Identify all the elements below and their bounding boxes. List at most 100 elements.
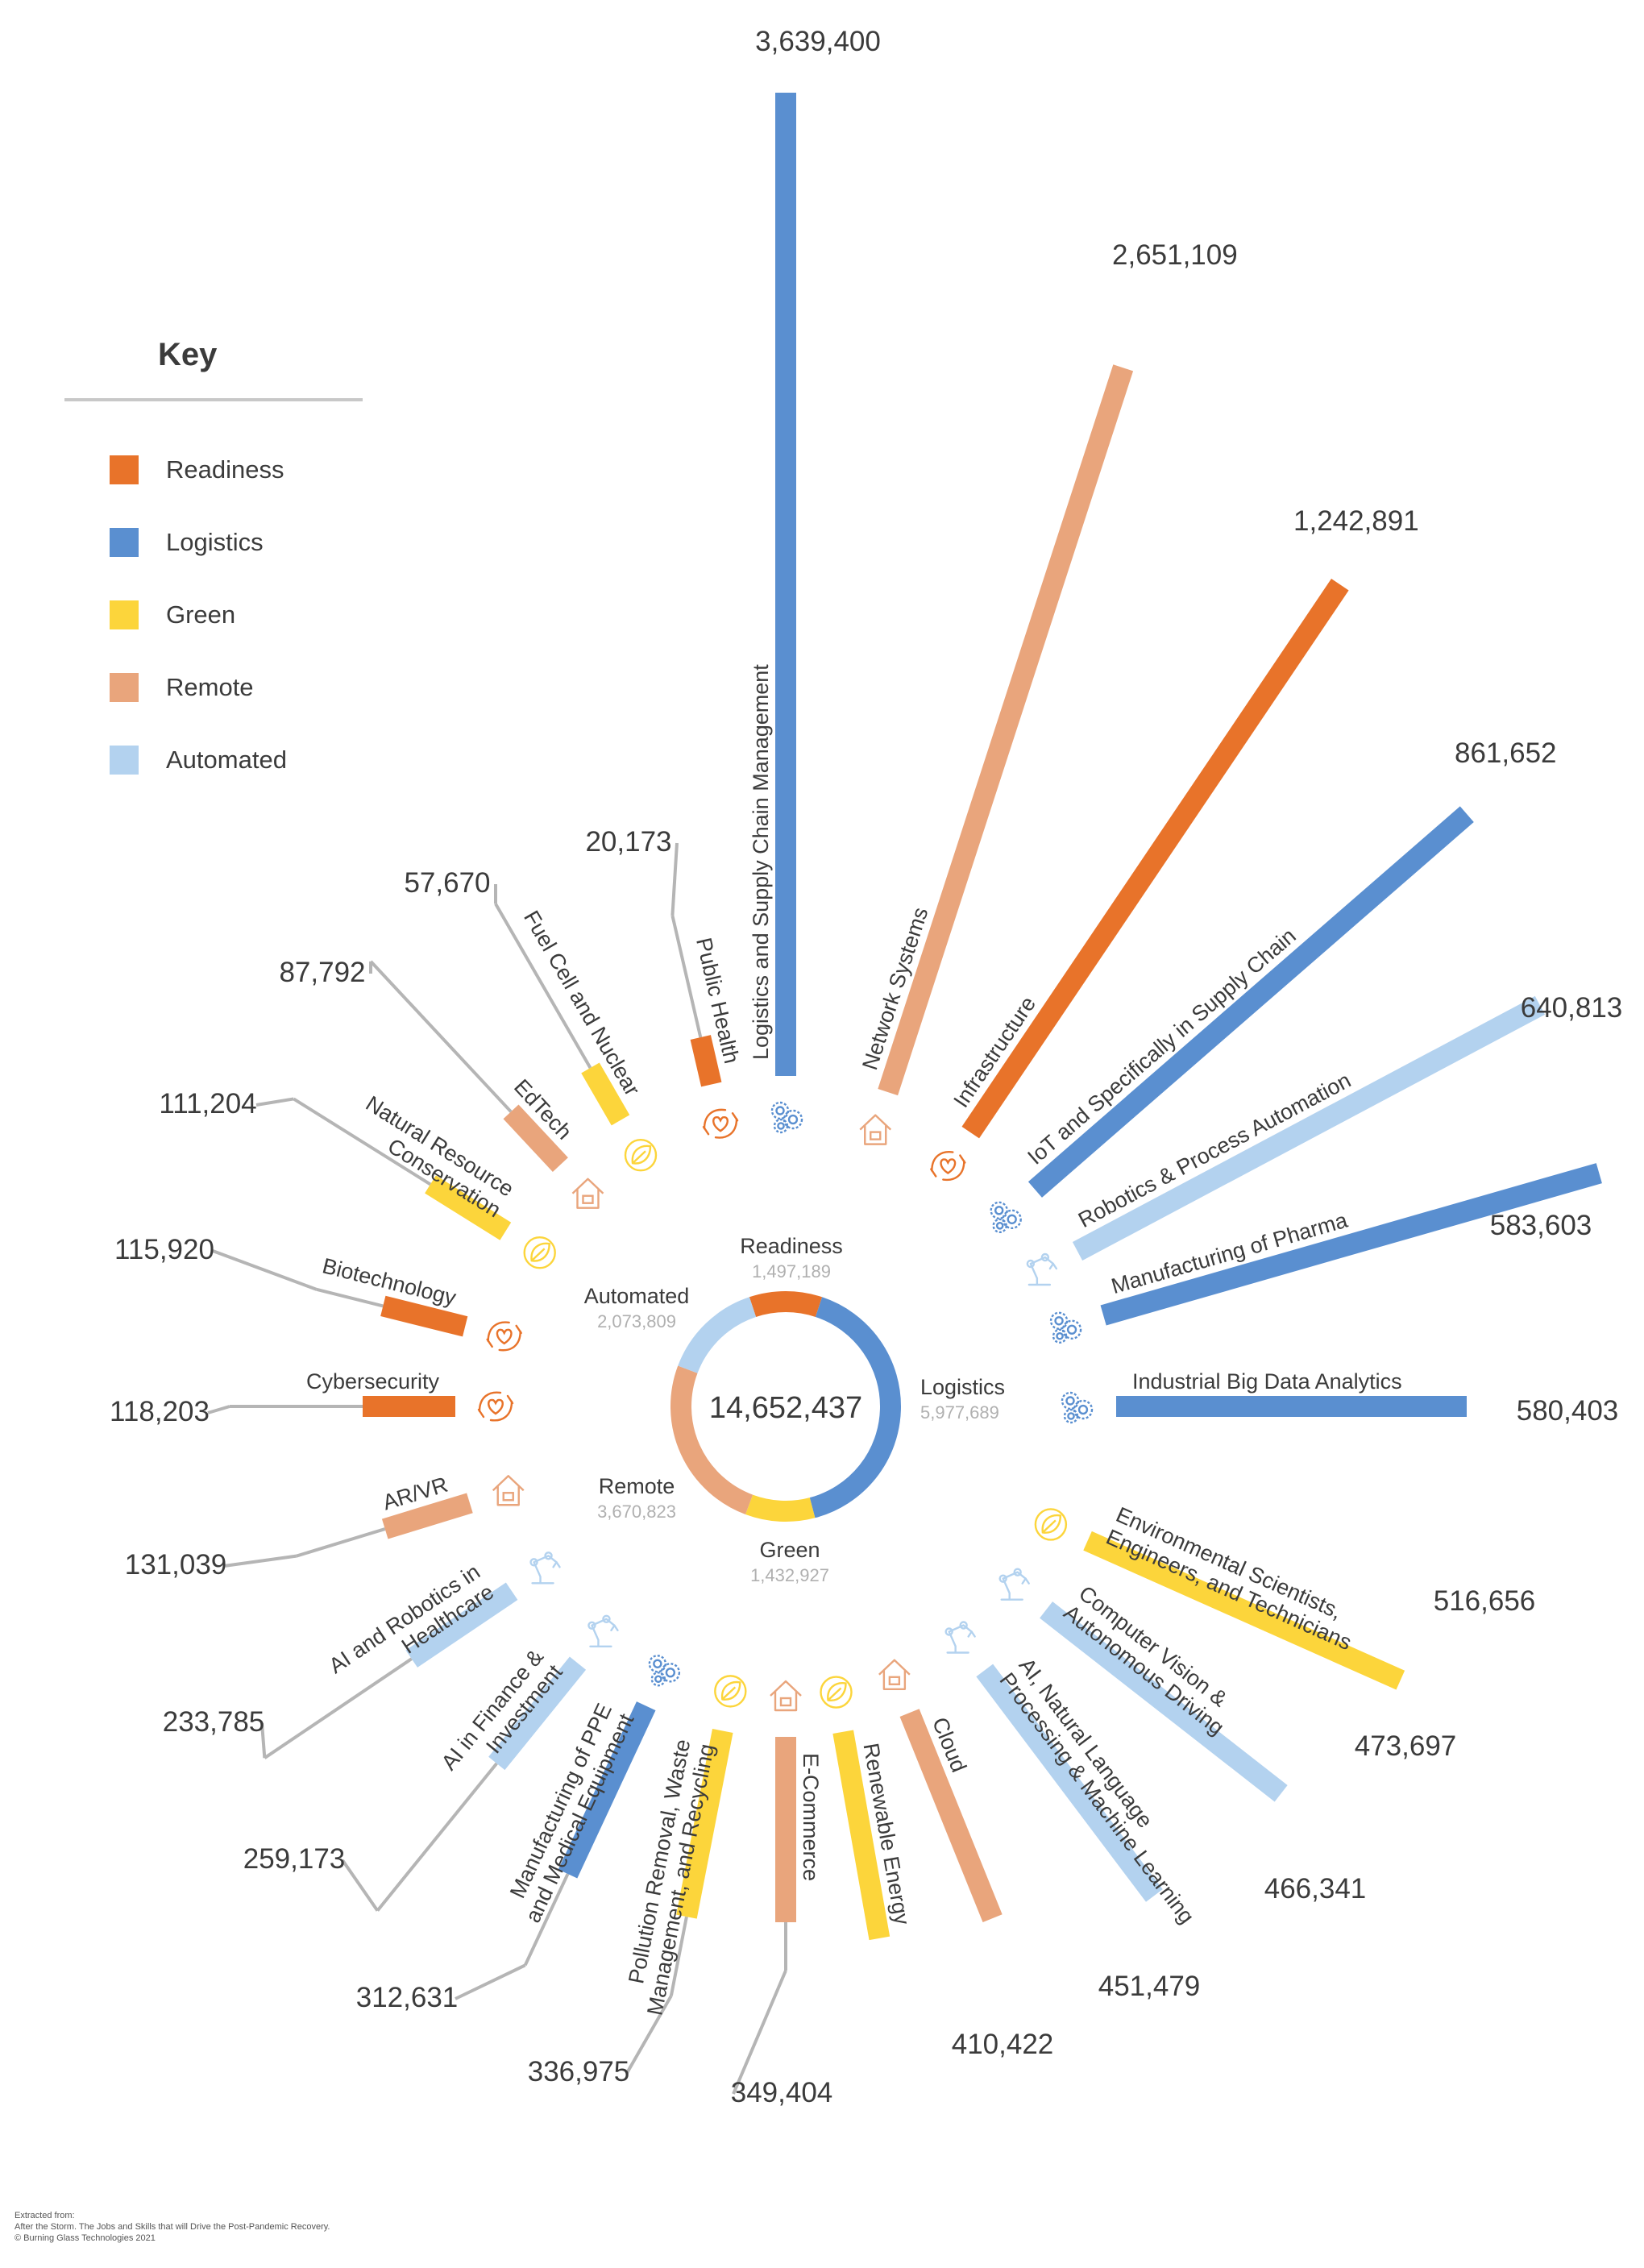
value-label: 3,639,400 <box>755 26 881 57</box>
legend-title: Key <box>158 337 218 372</box>
legend-label: Green <box>166 600 236 629</box>
bar <box>832 1730 890 1941</box>
legend-label: Remote <box>166 673 254 701</box>
value-label: 111,204 <box>159 1088 256 1119</box>
leaf-icon <box>714 1675 747 1708</box>
value-label: 516,656 <box>1434 1585 1536 1617</box>
robot-arm-icon <box>998 1568 1030 1601</box>
value-label: 473,697 <box>1355 1730 1457 1762</box>
leader-line <box>260 1722 267 1759</box>
legend-label: Automated <box>166 746 287 774</box>
legend-item-logistics: Logistics <box>64 506 363 579</box>
legend-swatch <box>110 528 139 557</box>
legend-item-readiness: Readiness <box>64 434 363 506</box>
legend-item-green: Green <box>64 579 363 651</box>
leader-line <box>625 1995 673 2074</box>
value-label: 1,242,891 <box>1293 505 1419 537</box>
value-label: 583,603 <box>1490 1210 1592 1241</box>
leader-line <box>296 1527 386 1558</box>
value-label: 118,203 <box>110 1396 210 1427</box>
donut-category-name: Automated <box>584 1284 690 1308</box>
hands-heart-icon <box>477 1391 514 1422</box>
house-icon <box>492 1475 525 1506</box>
bar <box>690 1035 722 1087</box>
bar <box>488 1656 587 1771</box>
legend: Key Readiness Logistics Green Remote Aut… <box>64 330 363 796</box>
bar <box>1083 1531 1405 1690</box>
bar <box>558 1701 656 1879</box>
bar-label: Natural ResourceConservation <box>349 1091 518 1222</box>
robot-arm-icon <box>944 1621 976 1654</box>
bar <box>1040 1601 1288 1802</box>
value-label: 466,341 <box>1264 1873 1367 1905</box>
value-label: 580,403 <box>1517 1395 1619 1427</box>
bar-label-line: E-Commerce <box>799 1753 823 1881</box>
leader-line <box>316 1287 384 1308</box>
legend-swatch <box>110 455 139 484</box>
bar <box>961 579 1349 1139</box>
legend-divider <box>64 398 363 401</box>
leader-line <box>293 1097 432 1186</box>
value-label: 861,652 <box>1455 737 1557 769</box>
leader-line <box>670 842 679 916</box>
leader-line <box>670 915 703 1038</box>
donut-category-value: 3,670,823 <box>597 1502 676 1522</box>
donut-segment <box>678 1297 757 1374</box>
leader-line <box>376 1762 498 1912</box>
bar-label: Logistics and Supply Chain Management <box>749 664 773 1060</box>
value-label: 2,651,109 <box>1112 239 1238 271</box>
gears-icon <box>990 1201 1022 1234</box>
value-label: 115,920 <box>114 1234 214 1265</box>
leader-line <box>494 903 592 1069</box>
legend-label: Logistics <box>166 528 264 556</box>
bar <box>1028 806 1474 1198</box>
bar <box>425 1175 512 1240</box>
donut-category-value: 2,073,809 <box>597 1311 676 1331</box>
leader-line <box>212 1249 318 1291</box>
footer-line: After the Storm. The Jobs and Skills tha… <box>15 2222 330 2232</box>
house-icon <box>770 1680 802 1712</box>
donut-category-value: 5,977,689 <box>920 1402 999 1423</box>
robot-arm-icon <box>529 1551 561 1585</box>
value-label: 336,975 <box>528 2056 630 2087</box>
legend-swatch <box>110 600 139 629</box>
source-footer: Extracted from: After the Storm. The Job… <box>15 2210 330 2244</box>
hands-heart-icon <box>702 1108 739 1139</box>
bar-label-line: Fuel Cell and Nuclear <box>519 907 645 1100</box>
bar-label-line: Industrial Big Data Analytics <box>1132 1369 1402 1394</box>
bars <box>363 93 1602 1941</box>
category-donut <box>670 1291 901 1522</box>
donut-category-name: Green <box>759 1538 820 1562</box>
bar <box>381 1493 473 1539</box>
donut-category-name: Logistics <box>920 1375 1005 1399</box>
footer-line: © Burning Glass Technologies 2021 <box>15 2233 156 2243</box>
leaf-icon <box>523 1236 556 1269</box>
donut-segment <box>809 1297 901 1518</box>
donut-segment <box>670 1365 754 1514</box>
category-icons <box>477 1101 1094 1712</box>
gears-icon <box>1049 1311 1082 1344</box>
bar <box>676 1728 733 1919</box>
donut-category-name: Readiness <box>740 1234 843 1258</box>
leader-line <box>369 960 513 1113</box>
legend-label: Readiness <box>166 455 284 484</box>
leader-line <box>223 1554 297 1568</box>
value-label: 57,670 <box>404 867 490 899</box>
leader-line <box>669 1916 688 1996</box>
robot-arm-icon <box>587 1614 619 1647</box>
house-icon <box>571 1178 604 1209</box>
value-label: 131,039 <box>125 1549 227 1581</box>
leader-line <box>264 1657 413 1759</box>
bar <box>976 1664 1163 1902</box>
bar <box>878 364 1134 1096</box>
bar <box>1072 995 1546 1261</box>
donut-category-value: 1,497,189 <box>752 1261 831 1281</box>
gears-icon <box>1061 1391 1094 1424</box>
bar-label-line: Cybersecurity <box>306 1369 440 1394</box>
legend-item-automated: Automated <box>64 724 363 796</box>
bar-label: Cybersecurity <box>306 1369 440 1394</box>
leaf-icon <box>624 1139 658 1172</box>
bar <box>405 1582 518 1668</box>
leaf-icon <box>820 1676 853 1709</box>
